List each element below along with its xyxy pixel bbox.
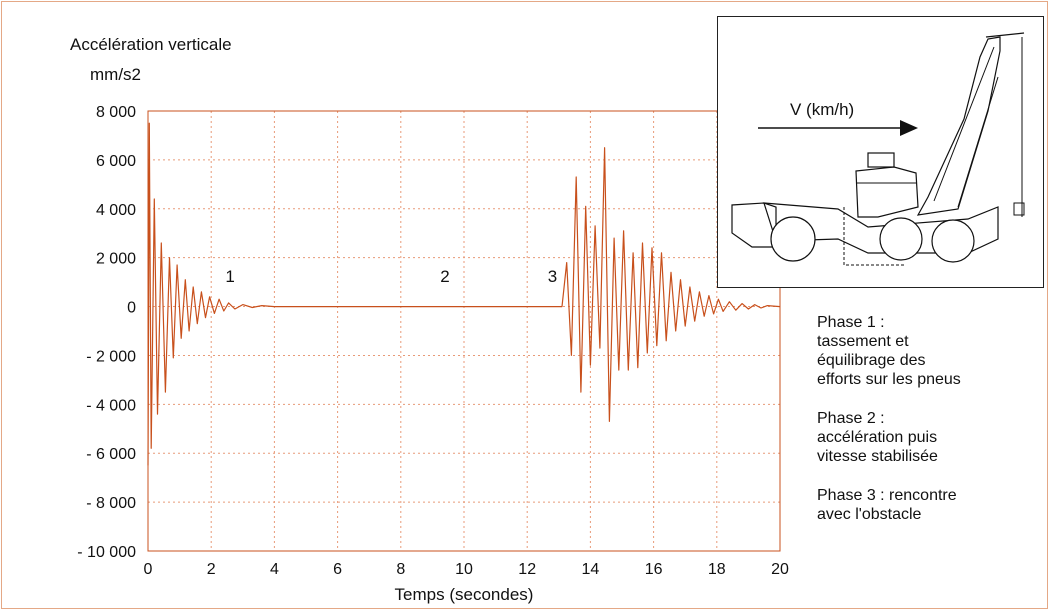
x-tick-label: 8 [396, 561, 405, 578]
x-axis-label: Temps (secondes) [395, 585, 534, 604]
y-tick-label: 2 000 [96, 251, 136, 268]
sensor-line [843, 207, 904, 266]
annotation-layer: 1 2 3 [225, 267, 557, 286]
x-tick-label: 10 [455, 561, 473, 578]
y-axis-label: Accélération verticale [70, 35, 232, 54]
x-tick-label: 12 [518, 561, 536, 578]
y-tick-label: - 4 000 [86, 397, 136, 414]
y-tick-label: - 8 000 [86, 495, 136, 512]
acceleration-series-line [147, 122, 781, 466]
grid-layer [148, 111, 780, 551]
velocity-arrow-head [900, 120, 918, 136]
x-tick-label: 20 [771, 561, 789, 578]
x-tick-label: 0 [144, 561, 153, 578]
vehicle-chassis [763, 202, 999, 254]
y-tick-label: 8 000 [96, 104, 136, 121]
middle-wheel [879, 217, 923, 261]
phase-1-note: Phase 1 : tassement et équilibrage des e… [817, 314, 961, 388]
y-axis-unit: mm/s2 [90, 65, 141, 84]
velocity-label: V (km/h) [790, 100, 854, 119]
y-tick-label: - 6 000 [86, 446, 136, 463]
crane-top-beam [985, 32, 1025, 38]
front-wheel [770, 216, 816, 262]
crane-boom-inner [933, 46, 995, 202]
vehicle-front-hood [731, 202, 777, 248]
phase-notes: Phase 1 : tassement et équilibrage des e… [817, 313, 1045, 544]
crane-boom [916, 36, 1001, 216]
phase-marker-label: 2 [440, 267, 449, 286]
cab-roof [867, 152, 895, 168]
x-tick-label: 4 [270, 561, 279, 578]
y-tick-label: 4 000 [96, 202, 136, 219]
phase-marker-label: 1 [225, 267, 234, 286]
vehicle-cab [855, 166, 919, 218]
x-tick-label: 16 [645, 561, 663, 578]
vehicle-inset: V (km/h) [717, 16, 1044, 288]
phase-2-note: Phase 2 : accélération puis vitesse stab… [817, 410, 938, 465]
y-tick-label: 0 [127, 300, 136, 317]
crane-vehicle-drawing: V (km/h) [731, 32, 1025, 266]
crane-hook [1013, 202, 1025, 216]
x-tick-label: 18 [708, 561, 726, 578]
y-tick-label: - 10 000 [77, 544, 136, 561]
x-tick-label: 14 [582, 561, 600, 578]
phase-3-note: Phase 3 : rencontre avec l'obstacle [817, 487, 957, 523]
rear-wheel [931, 219, 975, 263]
x-tick-label: 6 [333, 561, 342, 578]
y-tick-label: - 2 000 [86, 348, 136, 365]
phase-marker-label: 3 [548, 267, 557, 286]
y-tick-label: 6 000 [96, 153, 136, 170]
x-tick-label: 2 [207, 561, 216, 578]
crane-boom-strut [957, 76, 999, 208]
series-layer [147, 122, 781, 466]
